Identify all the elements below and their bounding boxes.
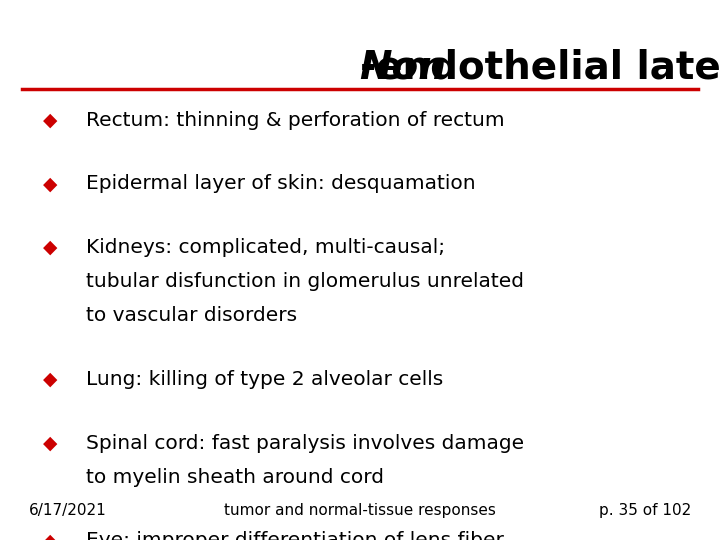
Text: ◆: ◆ — [43, 434, 58, 453]
Text: to myelin sheath around cord: to myelin sheath around cord — [86, 468, 384, 487]
Text: 6/17/2021: 6/17/2021 — [29, 503, 107, 518]
Text: ◆: ◆ — [43, 370, 58, 389]
Text: Kidneys: complicated, multi-causal;: Kidneys: complicated, multi-causal; — [86, 238, 446, 257]
Text: tubular disfunction in glomerulus unrelated: tubular disfunction in glomerulus unrela… — [86, 272, 524, 291]
Text: Lung: killing of type 2 alveolar cells: Lung: killing of type 2 alveolar cells — [86, 370, 444, 389]
Text: ◆: ◆ — [43, 174, 58, 193]
Text: ◆: ◆ — [43, 531, 58, 540]
Text: Spinal cord: fast paralysis involves damage: Spinal cord: fast paralysis involves dam… — [86, 434, 525, 453]
Text: to vascular disorders: to vascular disorders — [86, 306, 297, 325]
Text: -endothelial late effects: -endothelial late effects — [361, 49, 720, 86]
Text: Eye: improper differentiation of lens fiber: Eye: improper differentiation of lens fi… — [86, 531, 504, 540]
Text: ◆: ◆ — [43, 238, 58, 257]
Text: Rectum: thinning & perforation of rectum: Rectum: thinning & perforation of rectum — [86, 111, 505, 130]
Text: ◆: ◆ — [43, 111, 58, 130]
Text: p. 35 of 102: p. 35 of 102 — [599, 503, 691, 518]
Text: Epidermal layer of skin: desquamation: Epidermal layer of skin: desquamation — [86, 174, 476, 193]
Text: tumor and normal-tissue responses: tumor and normal-tissue responses — [224, 503, 496, 518]
Text: Non: Non — [359, 49, 446, 86]
